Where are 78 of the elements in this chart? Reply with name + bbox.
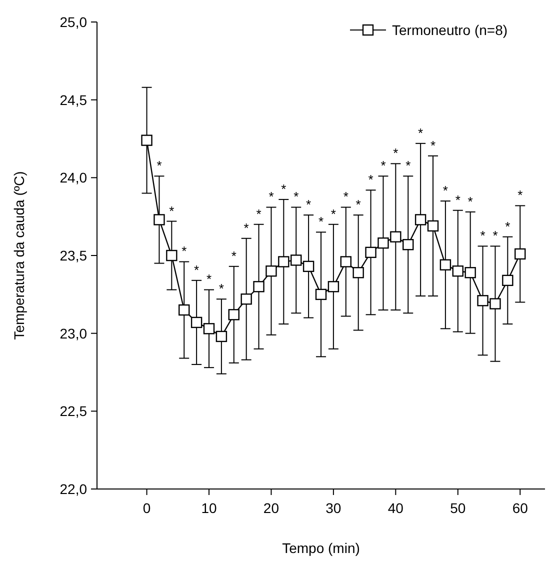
annotation: * (343, 189, 348, 204)
x-tick-label: 50 (450, 500, 466, 516)
point (290, 254, 302, 266)
annotation: * (182, 244, 187, 259)
point (141, 134, 152, 146)
annotation: * (268, 189, 274, 204)
annotation: * (169, 203, 174, 218)
annotation: * (393, 146, 398, 161)
annotation: * (492, 228, 498, 244)
annotation: * (306, 197, 312, 212)
point (240, 293, 252, 305)
point (203, 323, 215, 334)
y-tick-label: 22,5 (60, 403, 88, 420)
x-tick-label: 20 (263, 500, 280, 516)
point (302, 260, 314, 272)
point (216, 330, 228, 342)
point (477, 295, 488, 306)
annotation: * (430, 138, 436, 153)
y-tick-label: 22,0 (60, 481, 88, 497)
annotation: * (231, 248, 236, 264)
annotation: * (406, 158, 411, 174)
annotation: * (156, 158, 162, 174)
y-tick-label: 23,5 (60, 248, 88, 264)
annotation: * (206, 272, 212, 287)
annotation: * (256, 206, 262, 222)
x-axis-title: Tempo (min) (282, 540, 360, 556)
y-tick-label: 23,0 (60, 325, 88, 342)
annotation: * (455, 192, 460, 208)
point (514, 248, 526, 260)
annotation: * (442, 183, 448, 198)
y-tick-label: 24,0 (60, 170, 88, 186)
annotation: * (418, 125, 424, 140)
annotation: * (318, 214, 324, 230)
annotation: * (244, 220, 249, 236)
point (166, 250, 178, 262)
y-tick-label: 25,0 (60, 14, 88, 30)
annotation: * (194, 262, 200, 278)
point (390, 231, 402, 242)
point (315, 288, 327, 300)
annotation: * (380, 158, 386, 174)
point (452, 265, 464, 277)
point (378, 237, 389, 249)
point (414, 214, 426, 226)
point (340, 256, 352, 268)
legend-label: Termoneutro (n=8) (392, 22, 508, 38)
annotation: * (356, 197, 361, 212)
point (490, 298, 501, 310)
x-tick-label: 60 (512, 500, 528, 516)
point (278, 256, 290, 268)
annotation: * (330, 206, 336, 222)
x-tick-label: 10 (201, 500, 217, 516)
annotation: * (468, 194, 473, 209)
annotation: * (518, 188, 523, 203)
y-axis-title: Temperatura da cauda (ºC) (11, 171, 27, 340)
point (190, 316, 202, 328)
point (228, 309, 240, 320)
point (352, 267, 364, 278)
annotation: * (218, 281, 224, 296)
point (266, 265, 277, 277)
point (365, 246, 376, 258)
point (440, 259, 452, 270)
annotation: * (505, 218, 510, 234)
point (427, 220, 439, 232)
point (178, 304, 190, 316)
y-tick-label: 24,5 (60, 92, 88, 108)
point (402, 239, 414, 250)
annotation: * (281, 181, 286, 196)
x-tick-label: 30 (326, 500, 342, 516)
annotation: * (480, 228, 486, 244)
point (502, 274, 514, 286)
annotation: * (294, 189, 299, 204)
point (328, 281, 340, 292)
point (154, 214, 165, 226)
point (253, 281, 264, 292)
annotation: * (368, 172, 374, 188)
point (464, 267, 476, 278)
x-tick-label: 40 (388, 500, 404, 516)
x-tick-label: 0 (142, 500, 151, 516)
